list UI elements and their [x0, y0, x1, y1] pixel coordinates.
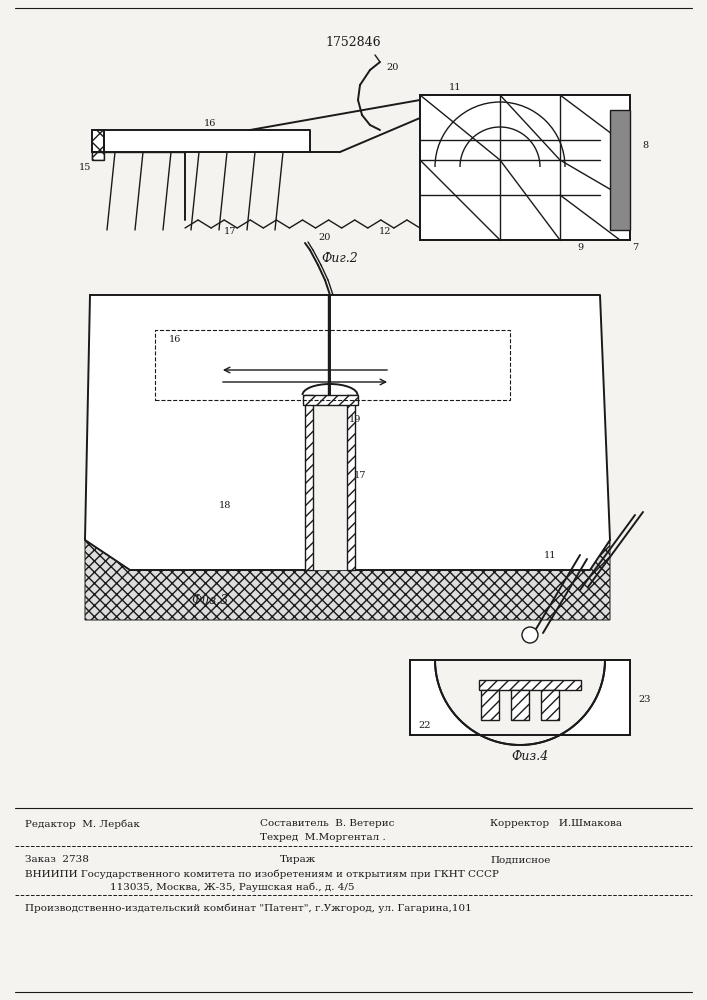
Text: 7: 7 — [632, 243, 638, 252]
Bar — [92, 152, 104, 160]
Text: Техред  М.Моргентал .: Техред М.Моргентал . — [260, 834, 386, 842]
Text: 8: 8 — [642, 140, 648, 149]
Text: Физ.3: Физ.3 — [192, 593, 228, 606]
Bar — [155, 330, 510, 400]
Bar — [92, 130, 104, 152]
Bar — [410, 660, 630, 735]
Circle shape — [522, 627, 538, 643]
Text: 17: 17 — [354, 471, 366, 480]
Text: 11: 11 — [449, 84, 461, 93]
Text: 18: 18 — [218, 500, 231, 510]
Text: Корректор   И.Шмакова: Корректор И.Шмакова — [490, 820, 622, 828]
Text: 20: 20 — [319, 232, 331, 241]
Bar — [313, 395, 348, 570]
Text: 20: 20 — [387, 64, 399, 73]
Polygon shape — [85, 540, 610, 620]
Text: 17: 17 — [223, 228, 236, 236]
Bar — [303, 395, 358, 405]
Polygon shape — [347, 395, 355, 570]
Polygon shape — [410, 660, 605, 745]
Bar — [479, 680, 581, 690]
Text: 113035, Москва, Ж-35, Раушская наб., д. 4/5: 113035, Москва, Ж-35, Раушская наб., д. … — [110, 882, 354, 892]
Polygon shape — [85, 295, 610, 570]
Bar — [410, 660, 630, 735]
Polygon shape — [410, 660, 630, 735]
Text: Редактор  М. Лербак: Редактор М. Лербак — [25, 819, 140, 829]
Text: Заказ  2738: Заказ 2738 — [25, 856, 89, 864]
Text: Фиг.2: Фиг.2 — [322, 251, 358, 264]
Text: Производственно-издательский комбинат "Патент", г.Ужгород, ул. Гагарина,101: Производственно-издательский комбинат "П… — [25, 903, 472, 913]
Bar — [610, 110, 630, 230]
Text: 15: 15 — [78, 163, 91, 172]
Text: 16: 16 — [204, 119, 216, 128]
Bar — [541, 690, 559, 720]
Text: 11: 11 — [544, 550, 556, 560]
Bar — [92, 152, 104, 160]
Text: Тираж: Тираж — [280, 856, 316, 864]
Text: 9: 9 — [577, 243, 583, 252]
Bar — [92, 130, 104, 152]
Text: Физ.4: Физ.4 — [511, 750, 549, 764]
Polygon shape — [104, 130, 310, 152]
Text: 12: 12 — [379, 228, 391, 236]
Text: 1752846: 1752846 — [325, 35, 381, 48]
Text: 19: 19 — [349, 416, 361, 424]
Polygon shape — [305, 395, 313, 570]
Text: Составитель  В. Ветерис: Составитель В. Ветерис — [260, 820, 395, 828]
Bar — [511, 690, 529, 720]
Text: Подписное: Подписное — [490, 856, 550, 864]
Bar — [481, 690, 499, 720]
Text: 22: 22 — [419, 720, 431, 730]
Text: 23: 23 — [638, 696, 651, 704]
Text: 16: 16 — [169, 336, 181, 344]
Bar — [420, 95, 630, 240]
Text: ВНИИПИ Государственного комитета по изобретениям и открытиям при ГКНТ СССР: ВНИИПИ Государственного комитета по изоб… — [25, 869, 499, 879]
